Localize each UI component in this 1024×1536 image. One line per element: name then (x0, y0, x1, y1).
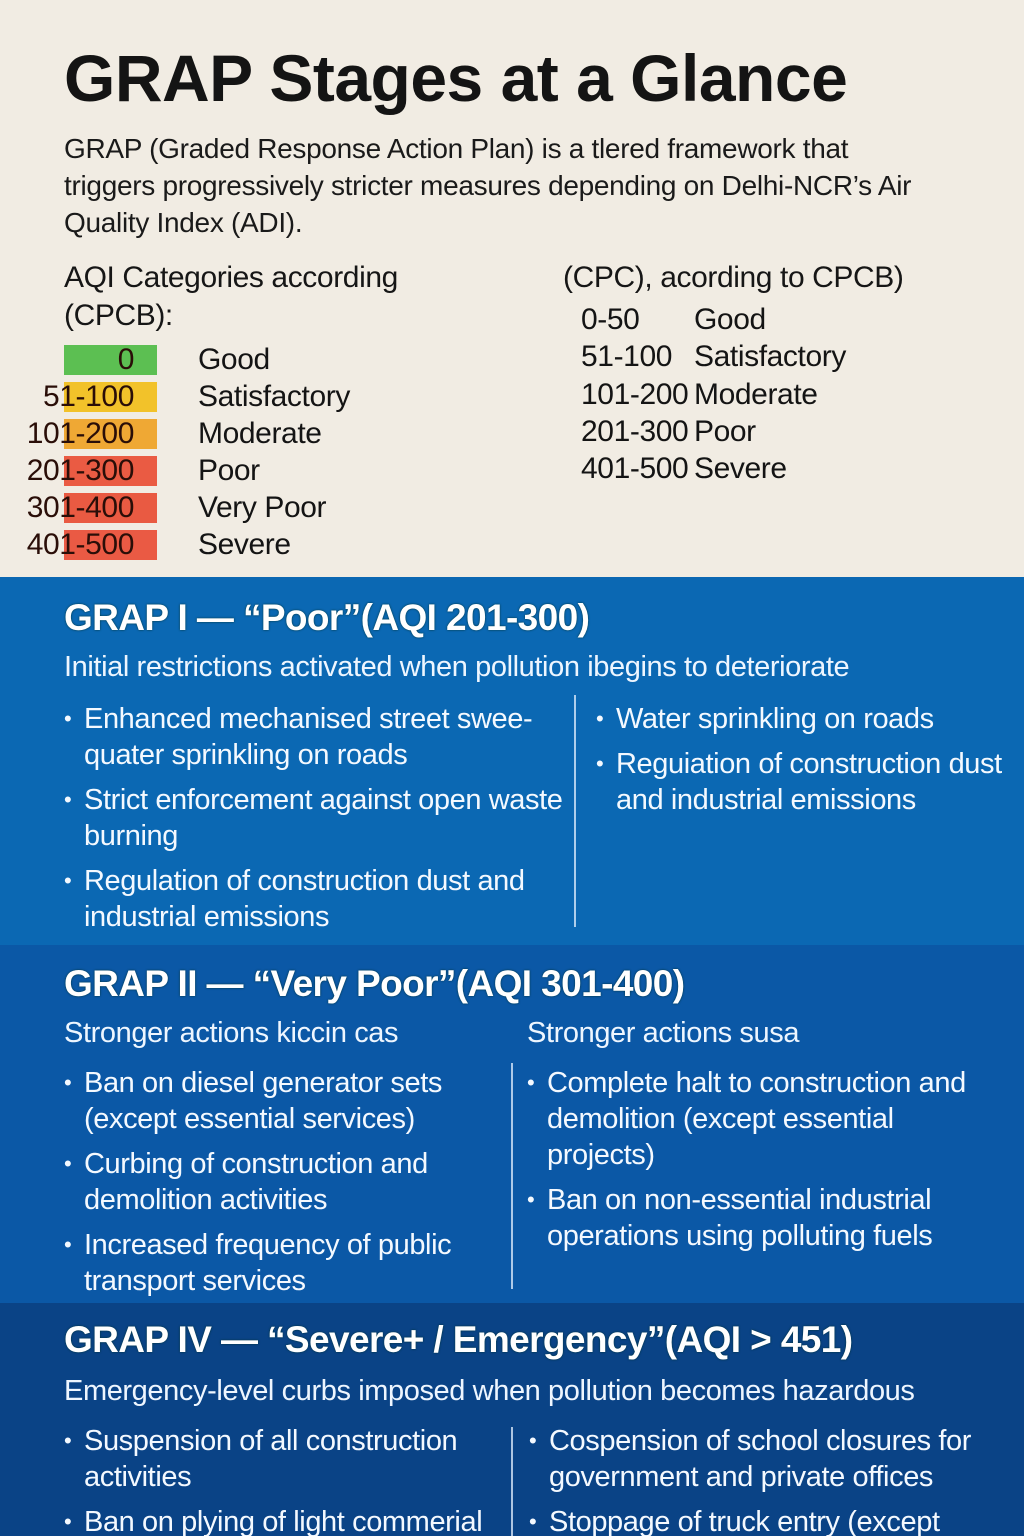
list-item: Increased frequency of public transport … (64, 1227, 494, 1299)
legend-swatch (64, 345, 157, 375)
range-label: Severe (694, 452, 787, 486)
range-row: 201-300 Poor (581, 414, 756, 449)
legend-range: 101-200 (26, 417, 135, 450)
page-title: GRAP Stages at a Glance (64, 41, 848, 115)
grap-2-section: GRAP II — “Very Poor”(AQI 301-400) Stron… (0, 945, 1024, 1303)
range-label: Good (694, 303, 766, 336)
range-row: 101-200 Moderate (581, 377, 818, 412)
grap-4-section: GRAP IV — “Severe+ / Emergency”(AQI > 45… (0, 1303, 1024, 1536)
legend-label: Poor (198, 454, 260, 487)
grap-4-subtitle: Emergency-level curbs imposed when pollu… (64, 1375, 915, 1407)
list-item: Cospension of school closures for govern… (529, 1423, 1019, 1495)
range-value: 401-500 (581, 452, 689, 486)
legend-label: Good (198, 343, 270, 376)
legend-heading: AQI Categories according (CPCB): (64, 261, 398, 332)
grap-1-left-list: Enhanced mechanised street swee-quater s… (64, 701, 564, 944)
range-label: Satisfactory (694, 340, 846, 374)
legend-range: 51-100 (42, 380, 134, 413)
range-value: 101-200 (581, 377, 689, 411)
range-row: 0-50 Good (581, 303, 766, 337)
legend-label: Satisfactory (198, 380, 350, 413)
legend-swatch (64, 456, 157, 486)
list-item: Complete halt to construction and demoli… (527, 1065, 1007, 1173)
legend-label: Very Poor (198, 491, 327, 524)
range-value: 0-50 (581, 303, 640, 336)
grap-4-right-list: Cospension of school closures for govern… (529, 1423, 1019, 1536)
list-item: Ban on diesel generator sets (except ess… (64, 1065, 494, 1137)
legend-range: 401-500 (26, 528, 135, 561)
legend-label: Severe (198, 528, 291, 561)
list-item: Strict enforcement against open waste bu… (64, 782, 564, 854)
legend-swatch (64, 493, 157, 523)
list-item: Reguiation of construction dust and indu… (596, 746, 1006, 818)
grap-2-subtitle-right: Stronger actions susa (527, 1017, 800, 1049)
list-item: Curbing of construction and demolition a… (64, 1146, 494, 1218)
range-value: 51-100 (581, 340, 673, 374)
grap-1-section: GRAP I — “Poor”(AQI 201-300) Initial res… (0, 577, 1024, 945)
list-item: Suspension of all construction activitie… (64, 1423, 504, 1495)
grap-4-title: GRAP IV — “Severe+ / Emergency”(AQI > 45… (64, 1319, 853, 1360)
range-row: 51-100 Satisfactory (581, 340, 846, 374)
range-row: 401-500 Severe (581, 452, 787, 486)
list-item: Regulation of construction dust and indu… (64, 863, 564, 935)
legend-swatch (64, 530, 157, 560)
range-label: Poor (694, 414, 756, 448)
intro-text: GRAP (Graded Response Action Plan) is a … (64, 133, 912, 238)
column-divider (511, 1427, 513, 1536)
column-divider (511, 1063, 513, 1289)
legend-range: 0 (117, 343, 135, 376)
legend-swatch (64, 382, 157, 412)
legend-label: Moderate (198, 417, 322, 450)
grap-2-subtitle-left: Stronger actions kiccin cas (64, 1017, 399, 1049)
grap-2-title: GRAP II — “Very Poor”(AQI 301-400) (64, 963, 685, 1004)
list-item: Ban on non-essential industrial operatio… (527, 1182, 1007, 1254)
right-list-heading: (CPC), acording to CPCB) (563, 261, 904, 294)
list-item: Ban on plying of light commerial (64, 1504, 504, 1536)
grap-2-left-list: Ban on diesel generator sets (except ess… (64, 1065, 494, 1308)
range-label: Moderate (694, 377, 818, 411)
grap-1-subtitle: Initial restrictions activated when poll… (64, 651, 850, 683)
legend-swatch (64, 419, 157, 449)
list-item: Enhanced mechanised street swee-quater s… (64, 701, 564, 773)
range-value: 201-300 (581, 414, 689, 448)
column-divider (574, 695, 576, 927)
legend-range: 201-300 (26, 454, 135, 487)
list-item: Stoppage of truck entry (except (529, 1504, 1019, 1536)
legend-range: 301-400 (26, 491, 135, 524)
grap-4-left-list: Suspension of all construction activitie… (64, 1423, 504, 1536)
list-item: Water sprinkling on roads (596, 701, 1006, 737)
grap-1-title: GRAP I — “Poor”(AQI 201-300) (64, 597, 590, 638)
grap-1-right-list: Water sprinkling on roads Reguiation of c… (596, 701, 1006, 827)
grap-2-right-list: Complete halt to construction and demoli… (527, 1065, 1007, 1263)
